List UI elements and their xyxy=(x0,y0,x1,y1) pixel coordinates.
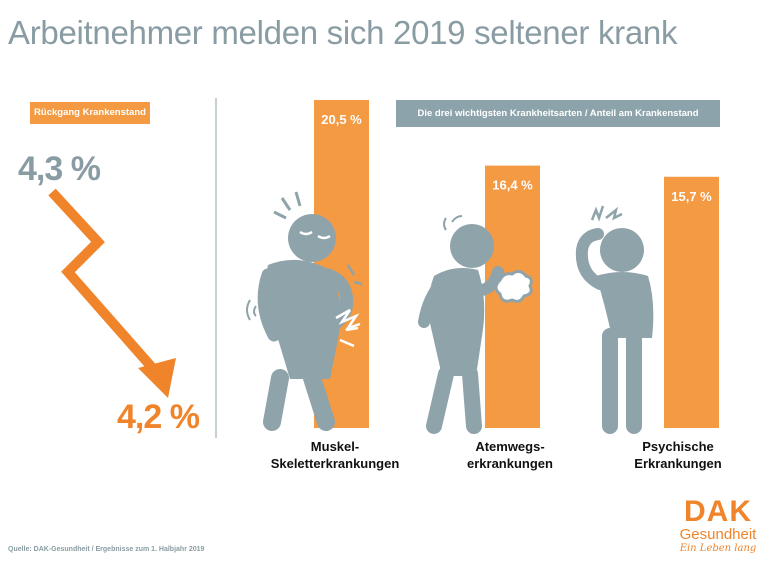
back-pain-figure-icon xyxy=(246,191,363,431)
panel-divider xyxy=(215,98,217,438)
decline-label: Rückgang Krankenstand xyxy=(30,102,150,124)
category-label-atemwege: Atemwegs- erkrankungen xyxy=(455,438,565,472)
category-label-line: Atemwegs- xyxy=(475,439,545,454)
bar-value-label: 15,7 % xyxy=(671,189,712,204)
bar-value-label: 20,5 % xyxy=(321,112,362,127)
page-title: Arbeitnehmer melden sich 2019 seltener k… xyxy=(8,14,678,51)
krankenstand-before: 4,3 % xyxy=(18,150,101,188)
category-label-line: Erkrankungen xyxy=(634,456,722,471)
category-label-psychisch: Psychische Erkrankungen xyxy=(628,438,728,472)
category-label-muskel: Muskel- Skeletterkrankungen xyxy=(270,438,400,472)
headache-figure-icon xyxy=(575,205,654,434)
logo-tagline: Ein Leben lang xyxy=(679,543,757,554)
krankenstand-after: 4,2 % xyxy=(117,398,200,436)
category-label-line: Skeletterkrankungen xyxy=(270,456,400,471)
source-note: Quelle: DAK-Gesundheit / Ergebnisse zum … xyxy=(8,546,205,553)
logo-subline: Gesundheit xyxy=(679,526,757,543)
bar-value-label: 16,4 % xyxy=(492,178,533,193)
logo-wordmark: DAK xyxy=(684,495,752,528)
bar-3 xyxy=(664,176,719,428)
category-label-line: Psychische xyxy=(642,439,714,454)
coughing-figure-icon xyxy=(418,215,533,434)
category-label-line: erkrankungen xyxy=(467,456,553,471)
category-label-line: Muskel- xyxy=(310,439,360,454)
decline-arrow-icon xyxy=(48,188,176,398)
dak-logo: DAK Gesundheit Ein Leben lang xyxy=(672,497,764,561)
top-causes-label: Die drei wichtigsten Krankheitsarten / A… xyxy=(396,100,720,127)
